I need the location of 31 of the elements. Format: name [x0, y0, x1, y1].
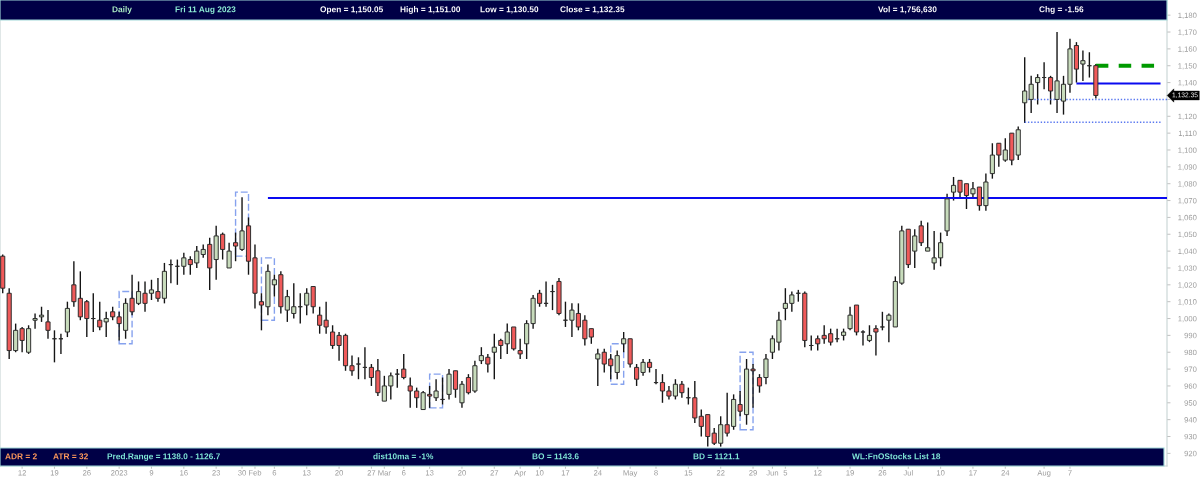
annotation: BD = 1121.1	[693, 453, 740, 460]
bar	[118, 290, 133, 345]
annotation: Low = 1,130.50	[480, 6, 539, 14]
candlestick	[491, 333, 497, 380]
candlestick	[498, 338, 504, 360]
candlestick	[1035, 73, 1041, 106]
candlestick	[394, 368, 400, 389]
annotation: Vol = 1,756,630	[878, 6, 937, 14]
candlestick	[45, 309, 51, 340]
candlestick	[355, 356, 362, 380]
annotation: Close = 1,132.35	[560, 6, 625, 14]
candlestick	[401, 353, 407, 380]
annotation: BO = 1143.6	[532, 453, 579, 460]
annotation: Pred.Range = 1138.0 - 1126.7	[107, 453, 220, 461]
candlestick	[32, 312, 38, 330]
candlestick	[860, 329, 866, 347]
candlestick	[517, 338, 523, 360]
candlestick	[873, 324, 879, 357]
annotation: Daily	[112, 6, 132, 14]
candlestick	[226, 241, 232, 269]
annotation: WL:FnOStocks List 18	[852, 453, 941, 460]
annotation: ADR = 2	[5, 453, 37, 460]
annotation: Fri 11 Aug 2023	[175, 6, 236, 14]
candlestick	[64, 300, 70, 338]
candlestick	[925, 221, 931, 252]
annotation: High = 1,151.00	[400, 6, 461, 14]
annotation: dist10ma = -1%	[373, 453, 434, 460]
annotation: Chg = -1.56	[1039, 6, 1084, 14]
annotation: Open = 1,150.05	[320, 6, 383, 14]
candlestick	[879, 311, 885, 332]
annotation: ATR = 32	[53, 453, 88, 460]
